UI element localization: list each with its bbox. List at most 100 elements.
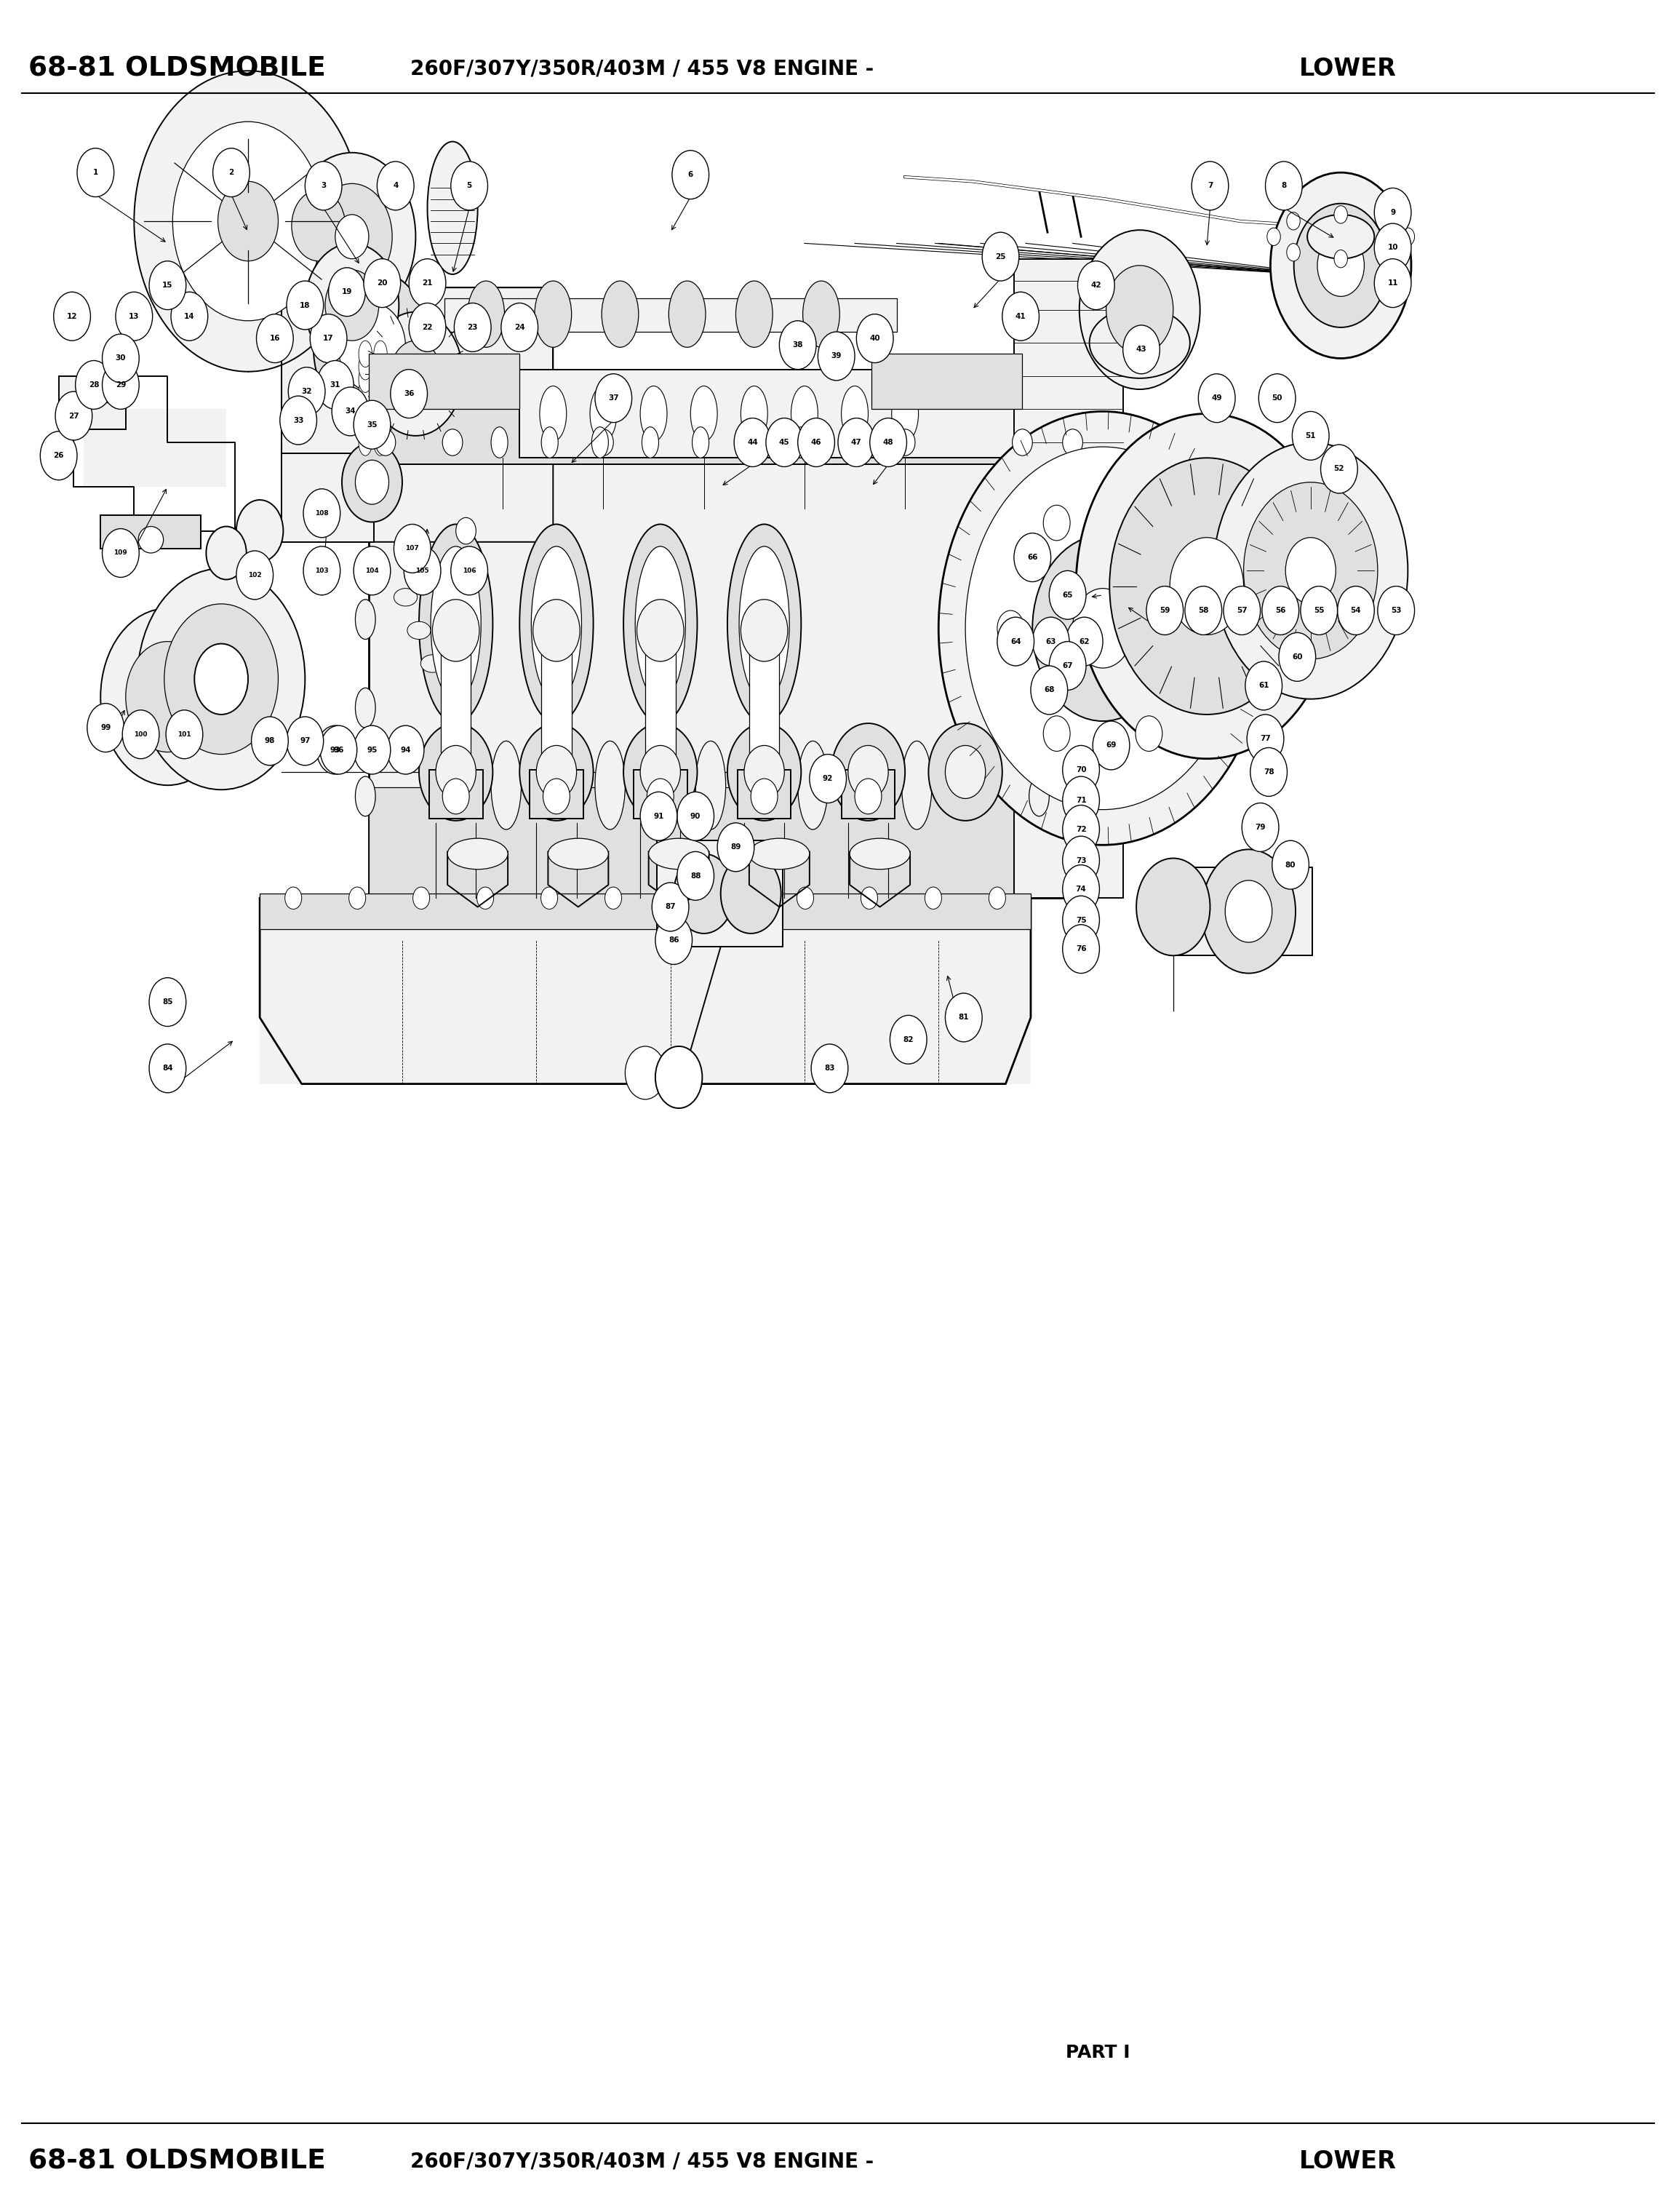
Circle shape: [672, 150, 709, 199]
Ellipse shape: [468, 281, 504, 347]
Circle shape: [870, 418, 907, 467]
FancyBboxPatch shape: [369, 354, 520, 409]
Circle shape: [312, 184, 392, 290]
Circle shape: [310, 314, 347, 363]
Ellipse shape: [669, 281, 706, 347]
Ellipse shape: [798, 741, 828, 830]
Text: 65: 65: [1063, 591, 1073, 599]
Text: 86: 86: [669, 936, 679, 945]
Circle shape: [838, 418, 875, 467]
Circle shape: [741, 599, 788, 661]
Text: 48: 48: [883, 438, 893, 447]
Circle shape: [677, 792, 714, 841]
Circle shape: [292, 190, 345, 261]
FancyBboxPatch shape: [530, 770, 583, 818]
Circle shape: [637, 599, 684, 661]
Circle shape: [1063, 896, 1099, 945]
Circle shape: [1259, 374, 1296, 422]
FancyBboxPatch shape: [520, 369, 1014, 458]
Circle shape: [925, 887, 942, 909]
Circle shape: [305, 243, 399, 367]
Text: 32: 32: [302, 387, 312, 396]
Text: 11: 11: [1388, 279, 1398, 288]
Circle shape: [1272, 841, 1309, 889]
FancyBboxPatch shape: [282, 288, 553, 542]
Circle shape: [1136, 717, 1163, 752]
Circle shape: [1287, 243, 1301, 261]
Text: 93: 93: [330, 745, 340, 754]
Circle shape: [213, 148, 250, 197]
Text: 41: 41: [1016, 312, 1026, 321]
Text: 60: 60: [1292, 653, 1302, 661]
Text: 24: 24: [515, 323, 525, 332]
Circle shape: [1123, 325, 1160, 374]
Text: 81: 81: [959, 1013, 969, 1022]
Circle shape: [721, 854, 781, 933]
Ellipse shape: [696, 741, 726, 830]
Circle shape: [655, 916, 692, 964]
Circle shape: [1213, 442, 1408, 699]
Circle shape: [236, 500, 283, 562]
Circle shape: [1032, 535, 1173, 721]
Circle shape: [149, 978, 186, 1026]
Text: 37: 37: [608, 394, 618, 403]
Ellipse shape: [595, 741, 625, 830]
Text: 4: 4: [392, 181, 399, 190]
Text: 6: 6: [687, 170, 694, 179]
Circle shape: [40, 431, 77, 480]
Circle shape: [536, 745, 577, 799]
Circle shape: [77, 148, 114, 197]
Circle shape: [895, 429, 915, 456]
Circle shape: [287, 717, 323, 765]
Circle shape: [287, 281, 323, 330]
Circle shape: [1136, 504, 1163, 540]
Ellipse shape: [541, 427, 558, 458]
FancyBboxPatch shape: [1170, 867, 1312, 956]
Circle shape: [1042, 504, 1069, 540]
Text: 106: 106: [463, 568, 476, 573]
Circle shape: [394, 524, 431, 573]
Circle shape: [102, 361, 139, 409]
Circle shape: [454, 303, 491, 352]
FancyBboxPatch shape: [657, 841, 783, 947]
Circle shape: [997, 611, 1024, 646]
Ellipse shape: [359, 365, 372, 392]
Circle shape: [442, 429, 463, 456]
Circle shape: [640, 745, 680, 799]
Text: 22: 22: [422, 323, 432, 332]
Ellipse shape: [374, 354, 387, 380]
Text: 21: 21: [422, 279, 432, 288]
Text: 97: 97: [300, 737, 310, 745]
Circle shape: [166, 710, 203, 759]
Circle shape: [1063, 805, 1099, 854]
Circle shape: [1321, 445, 1358, 493]
Circle shape: [1374, 259, 1411, 307]
Text: LOWER: LOWER: [1299, 2150, 1396, 2172]
Circle shape: [744, 429, 764, 456]
Circle shape: [751, 779, 778, 814]
Circle shape: [218, 181, 278, 261]
Text: 19: 19: [342, 288, 352, 296]
Circle shape: [982, 232, 1019, 281]
Ellipse shape: [359, 392, 372, 418]
Ellipse shape: [892, 385, 918, 442]
Text: 109: 109: [114, 551, 127, 555]
Ellipse shape: [691, 385, 717, 442]
Circle shape: [1079, 230, 1200, 389]
Circle shape: [766, 418, 803, 467]
Ellipse shape: [635, 546, 685, 701]
Circle shape: [206, 526, 246, 580]
Text: 75: 75: [1076, 916, 1086, 925]
Circle shape: [744, 745, 784, 799]
Circle shape: [779, 321, 816, 369]
Circle shape: [387, 726, 424, 774]
Text: 23: 23: [468, 323, 478, 332]
Circle shape: [1063, 776, 1099, 825]
Circle shape: [1225, 880, 1272, 942]
Circle shape: [831, 723, 905, 821]
Ellipse shape: [1029, 599, 1049, 639]
FancyBboxPatch shape: [872, 354, 1022, 409]
Text: 50: 50: [1272, 394, 1282, 403]
FancyBboxPatch shape: [1014, 465, 1182, 686]
Circle shape: [391, 341, 441, 407]
